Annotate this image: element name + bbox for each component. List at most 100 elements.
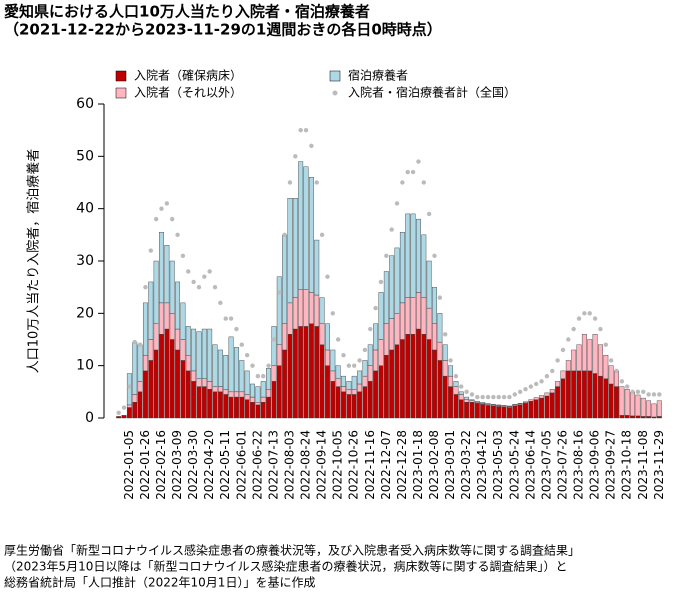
y-tick-label: 20: [76, 305, 94, 321]
point: [127, 384, 132, 389]
bar-segment: [319, 344, 325, 419]
bar-segment: [180, 339, 186, 361]
x-tick-label: 2022-10-26: [347, 430, 361, 500]
bar-segment: [421, 297, 427, 335]
y-tick-label: 50: [76, 148, 94, 164]
bar-segment: [437, 341, 443, 361]
bar-segment: [260, 396, 266, 403]
x-tick-label: 2023-09-27: [604, 430, 618, 500]
bar-segment: [282, 323, 288, 351]
point: [432, 253, 437, 258]
bar-segment: [137, 391, 143, 419]
x-tick-label: 2023-03-01: [443, 430, 457, 500]
bar-segment: [250, 396, 255, 403]
bar-segment: [646, 400, 652, 417]
bar-segment: [185, 355, 191, 372]
point: [175, 232, 180, 238]
bar-segment: [448, 386, 454, 419]
x-tick-label: 2022-07-13: [266, 430, 280, 500]
bar-segment: [399, 339, 405, 419]
bar-segment: [576, 344, 582, 372]
bar-segment: [630, 415, 636, 419]
bar-segment: [608, 365, 614, 385]
point: [277, 290, 282, 295]
bar-segment: [191, 328, 197, 372]
bar-segment: [308, 323, 314, 419]
bar-segment: [164, 245, 170, 304]
source-line: （2023年5月10日以降は「新型コロナウイルス感染症患者の療養状況，病床数等に…: [4, 559, 567, 574]
bar-segment: [319, 297, 325, 324]
bar-segment: [442, 375, 448, 419]
bar-segment: [485, 403, 491, 405]
bar-segment: [362, 386, 368, 419]
point: [576, 316, 582, 321]
x-tick-label: 2022-09-14: [315, 430, 329, 500]
bar-segment: [121, 415, 127, 419]
bar-segment: [581, 370, 587, 419]
legend-label: 入院者（確保病床）: [134, 68, 242, 83]
point: [587, 311, 592, 316]
bar-segment: [276, 276, 282, 345]
bar-segment: [367, 365, 373, 382]
point: [384, 253, 389, 258]
bar-segment: [389, 349, 395, 419]
point: [507, 394, 512, 400]
bar-segment: [132, 402, 138, 419]
point: [512, 392, 517, 397]
bar-segment: [383, 323, 389, 356]
bar-segment: [565, 370, 571, 419]
point: [523, 387, 528, 392]
bar-segment: [614, 370, 619, 387]
bar-segment: [480, 404, 486, 419]
x-tick-label: 2023-05-24: [507, 430, 521, 500]
bar-segment: [394, 344, 400, 419]
bar-segment: [185, 370, 191, 419]
bar-segment: [405, 213, 411, 298]
bar-segment: [233, 391, 239, 398]
bar-segment: [196, 331, 202, 379]
bar-segment: [506, 405, 512, 407]
bar-segment: [148, 281, 154, 340]
point: [416, 159, 421, 164]
point: [501, 394, 507, 400]
bar-segment: [207, 381, 213, 390]
bar-segment: [587, 370, 593, 419]
bar-segment: [298, 289, 304, 327]
bar-segment: [132, 341, 138, 395]
bar-segment: [619, 386, 625, 416]
bar-segment: [244, 394, 250, 400]
bar-segment: [239, 396, 245, 419]
bar-segment: [217, 391, 223, 419]
bar-segment: [517, 403, 523, 405]
bar-segment: [148, 360, 154, 419]
bar-segment: [469, 399, 475, 401]
bar-segment: [217, 349, 223, 387]
legend-swatch: [329, 70, 341, 82]
bar-segment: [512, 405, 518, 419]
bar-segment: [640, 416, 646, 419]
chart-subtitle: （2021-12-22から2023-11-29の1週間おきの各日0時時点）: [4, 21, 442, 39]
bar-segment: [539, 395, 545, 399]
point: [202, 274, 207, 279]
point: [373, 305, 378, 311]
x-tick-label: 2022-04-20: [202, 430, 216, 500]
bar-segment: [560, 370, 566, 379]
point: [651, 392, 657, 397]
point: [352, 363, 357, 368]
bar-segment: [266, 368, 272, 390]
point: [657, 392, 662, 397]
bar-segment: [223, 394, 229, 419]
point: [491, 394, 496, 400]
bar-segment: [533, 399, 539, 419]
bar-segment: [421, 234, 427, 298]
bar-segment: [351, 394, 357, 419]
point: [346, 363, 352, 368]
bar-segment: [244, 370, 250, 395]
bar-segment: [314, 326, 320, 419]
bar-segment: [201, 386, 207, 419]
x-tick-label: 2022-01-05: [122, 430, 136, 500]
point: [228, 316, 234, 321]
bar-segment: [597, 375, 603, 419]
bar-segment: [341, 375, 346, 387]
point: [469, 392, 475, 397]
